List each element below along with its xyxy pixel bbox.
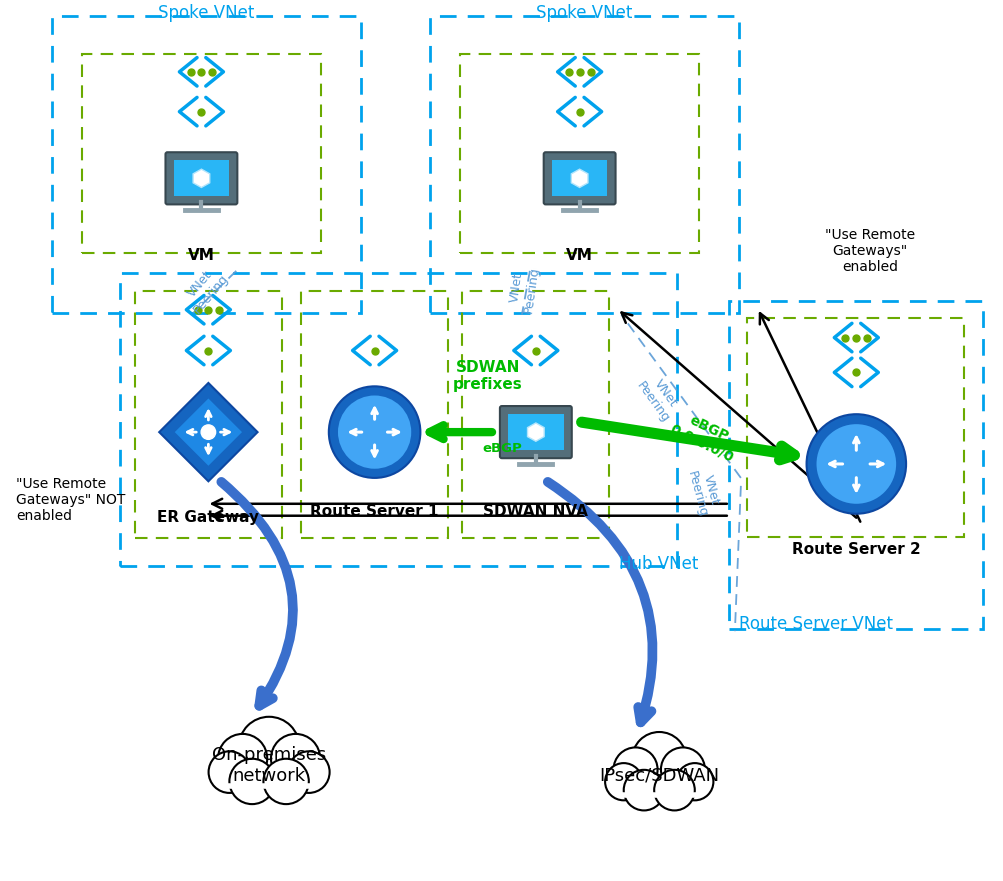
Bar — [174, 160, 229, 196]
Text: SDWAN
prefixes: SDWAN prefixes — [452, 360, 523, 392]
Text: "Use Remote
Gateways"
enabled: "Use Remote Gateways" enabled — [824, 228, 915, 274]
Text: Hub VNet: Hub VNet — [619, 555, 698, 574]
Circle shape — [623, 770, 664, 811]
Circle shape — [209, 751, 250, 793]
Polygon shape — [159, 383, 258, 481]
Text: VNet
Peering: VNet Peering — [180, 262, 231, 315]
Bar — [134, 291, 282, 537]
Text: VNet
Peering: VNet Peering — [507, 263, 541, 314]
Bar — [728, 300, 982, 629]
Circle shape — [675, 763, 713, 800]
FancyBboxPatch shape — [499, 406, 571, 458]
Text: eBGP: eBGP — [481, 442, 522, 455]
Circle shape — [329, 387, 420, 478]
Bar — [301, 291, 447, 537]
Polygon shape — [175, 398, 242, 466]
Circle shape — [613, 747, 657, 791]
Bar — [461, 291, 609, 537]
Circle shape — [239, 717, 299, 777]
FancyBboxPatch shape — [544, 152, 615, 204]
Circle shape — [201, 425, 216, 440]
Circle shape — [263, 759, 309, 804]
Circle shape — [660, 747, 704, 791]
Bar — [119, 273, 676, 566]
Circle shape — [605, 763, 642, 800]
Circle shape — [229, 759, 275, 804]
Text: Route Server 1: Route Server 1 — [310, 504, 438, 519]
Bar — [552, 160, 607, 196]
Circle shape — [815, 424, 896, 504]
Circle shape — [654, 770, 694, 811]
Text: On-premises
network: On-premises network — [212, 746, 326, 785]
Text: eBGP
0.0.0.0/0: eBGP 0.0.0.0/0 — [667, 407, 742, 465]
Text: VNet
Peering: VNet Peering — [634, 370, 684, 425]
Bar — [459, 54, 698, 253]
Text: Spoke VNet: Spoke VNet — [158, 4, 255, 22]
Bar — [52, 16, 360, 313]
Circle shape — [338, 396, 411, 469]
FancyBboxPatch shape — [165, 152, 237, 204]
Circle shape — [288, 751, 329, 793]
Circle shape — [632, 732, 686, 786]
Polygon shape — [571, 169, 588, 188]
Text: SDWAN NVA: SDWAN NVA — [482, 504, 588, 519]
Bar — [430, 16, 738, 313]
Text: "Use Remote
Gateways" NOT
enabled: "Use Remote Gateways" NOT enabled — [16, 477, 125, 523]
Bar — [508, 414, 563, 450]
Text: VNet
Peering: VNet Peering — [684, 465, 723, 518]
Text: Route Server 2: Route Server 2 — [791, 542, 920, 557]
Text: Route Server VNet: Route Server VNet — [738, 615, 892, 633]
Polygon shape — [193, 169, 210, 188]
Circle shape — [218, 734, 267, 783]
Text: VM: VM — [566, 248, 593, 263]
Text: IPsec/SDWAN: IPsec/SDWAN — [599, 766, 718, 785]
Text: Spoke VNet: Spoke VNet — [536, 4, 632, 22]
Polygon shape — [527, 423, 544, 441]
Bar — [746, 318, 963, 537]
Bar — [82, 54, 321, 253]
Circle shape — [805, 414, 905, 514]
Text: ER Gateway: ER Gateway — [157, 510, 259, 525]
Text: VM: VM — [188, 248, 215, 263]
Circle shape — [271, 734, 320, 783]
